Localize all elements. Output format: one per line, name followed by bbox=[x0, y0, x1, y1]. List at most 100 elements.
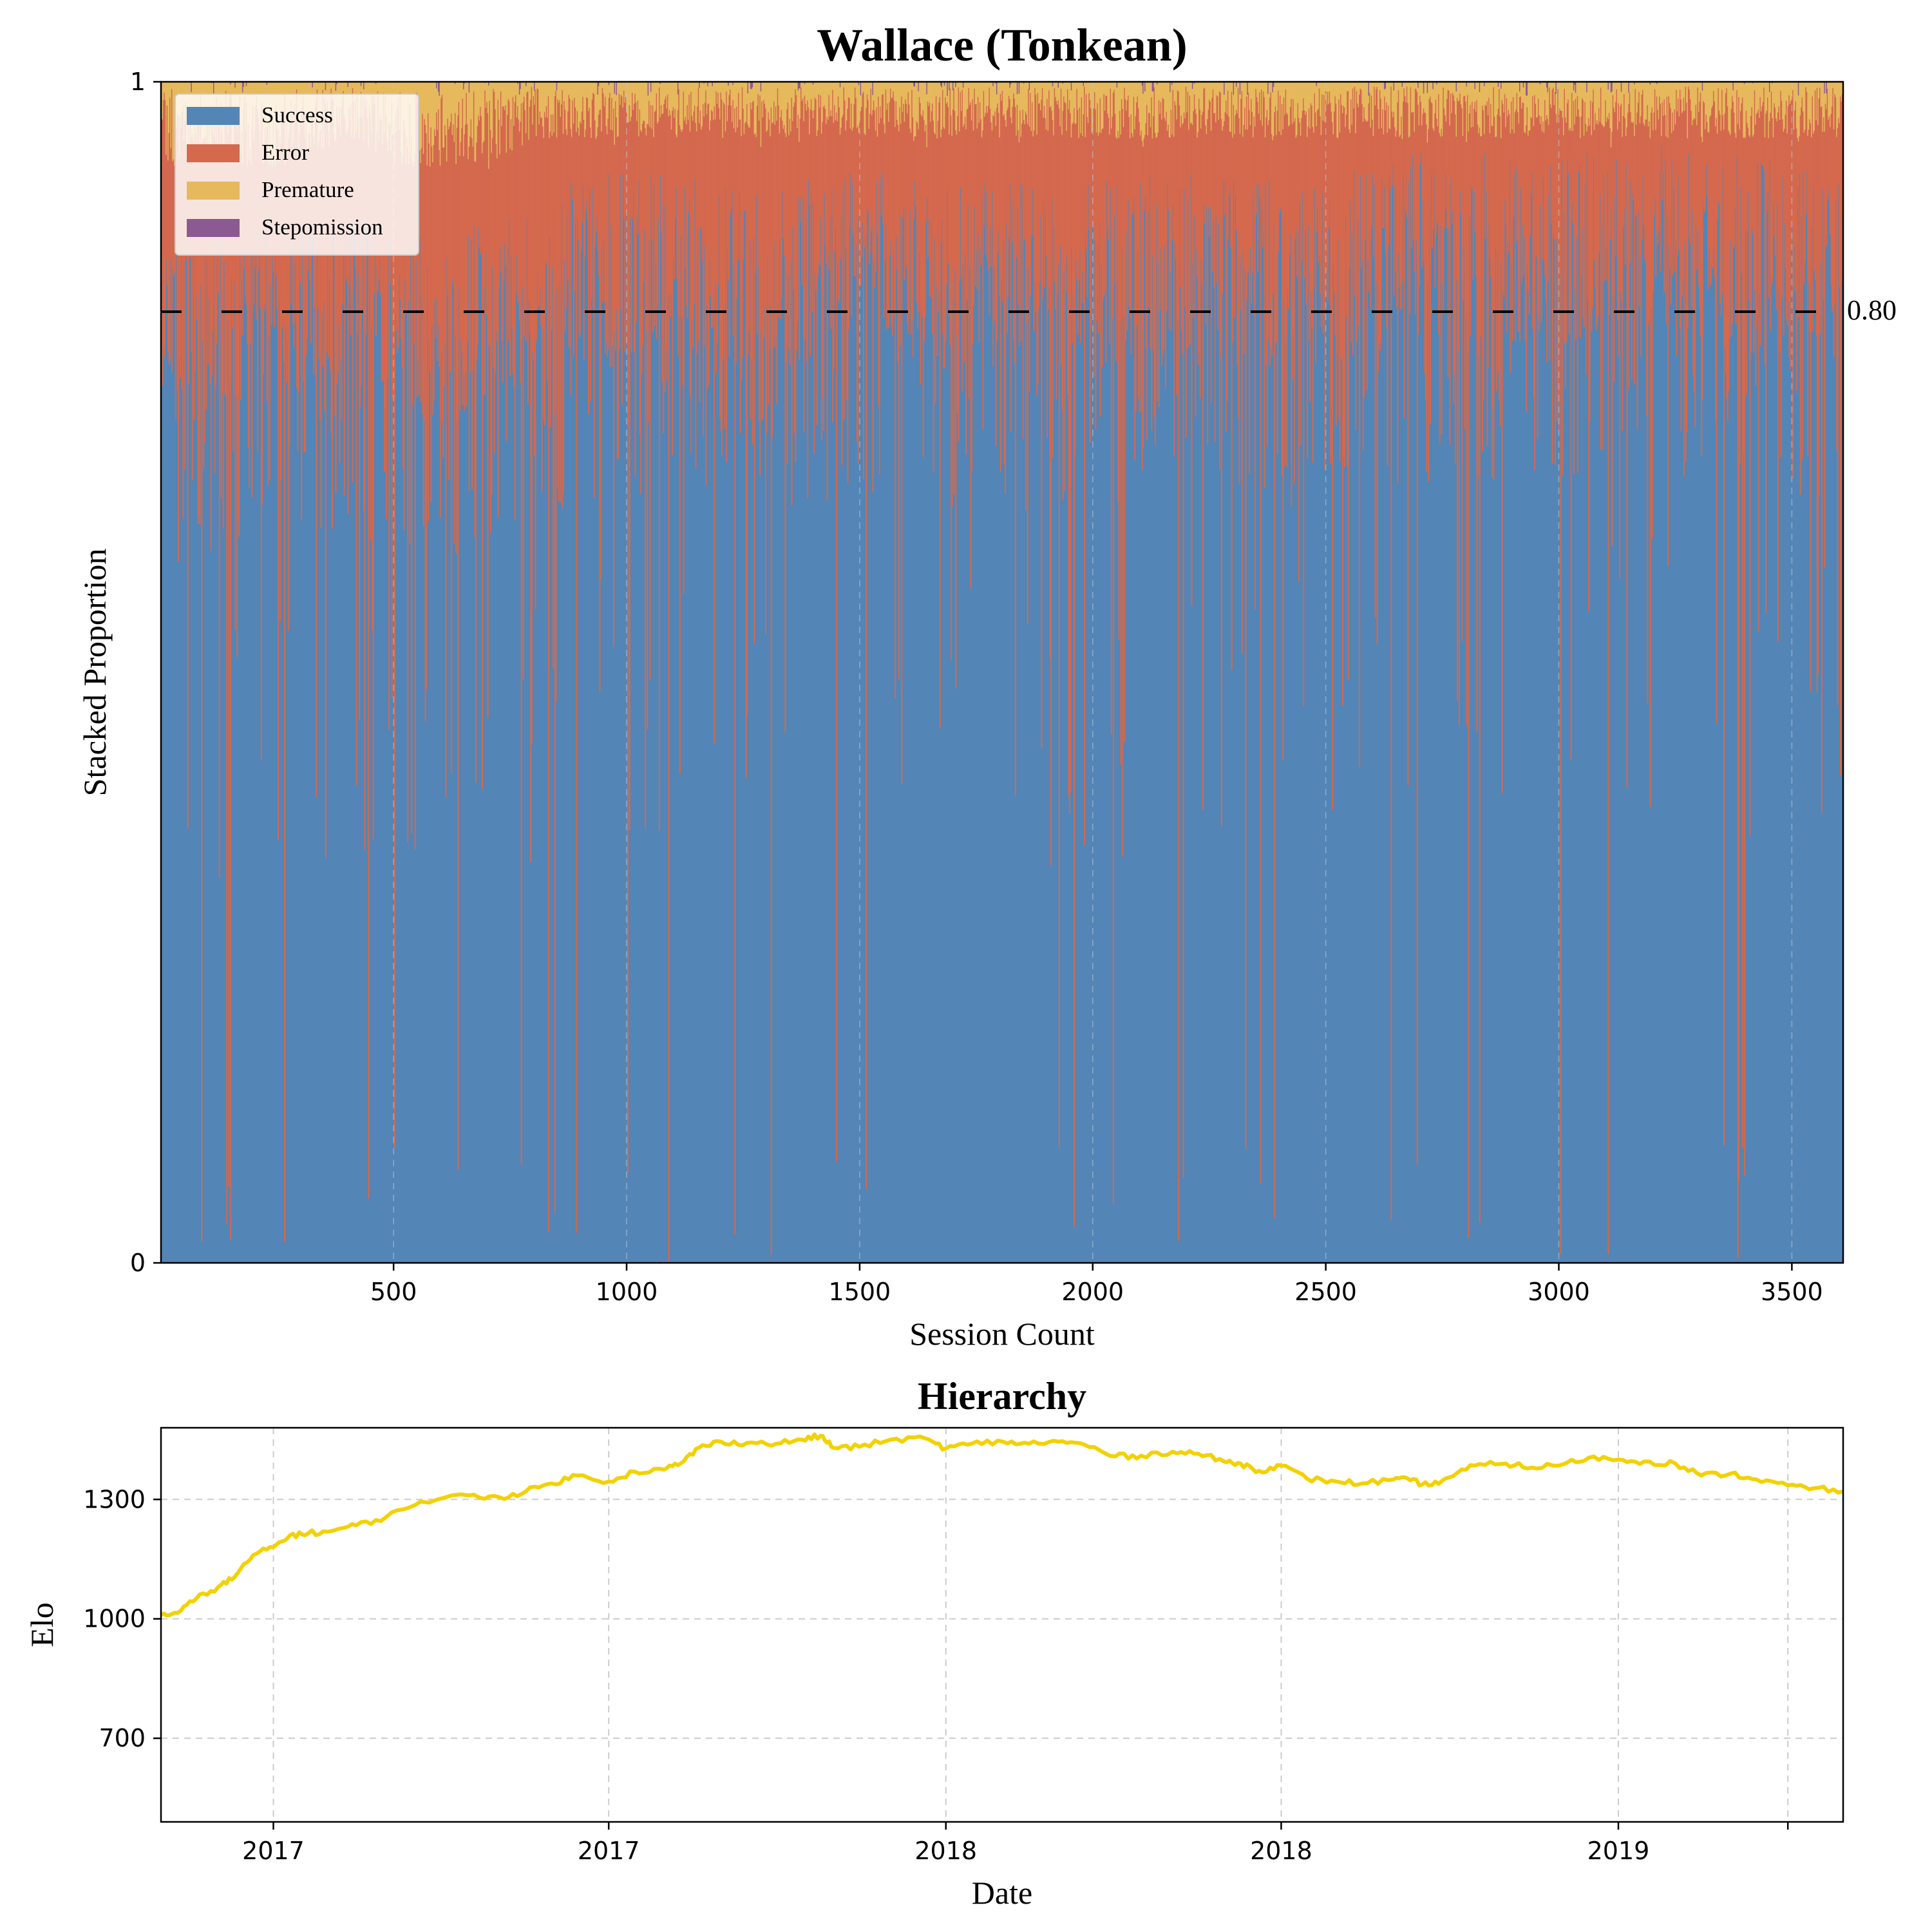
error-segment bbox=[279, 137, 281, 621]
premature-segment bbox=[693, 82, 695, 111]
error-segment bbox=[805, 104, 807, 214]
premature-segment bbox=[593, 82, 595, 94]
premature-segment bbox=[1411, 82, 1413, 113]
premature-segment bbox=[1803, 82, 1805, 133]
error-segment bbox=[947, 102, 949, 191]
premature-segment bbox=[655, 82, 657, 111]
premature-segment bbox=[1230, 82, 1232, 132]
error-segment bbox=[623, 90, 625, 219]
error-segment bbox=[538, 124, 540, 306]
premature-segment bbox=[1776, 82, 1777, 118]
error-segment bbox=[197, 115, 199, 525]
premature-segment bbox=[1387, 82, 1389, 106]
error-segment bbox=[1179, 105, 1180, 189]
error-segment bbox=[1434, 113, 1436, 288]
error-segment bbox=[1418, 125, 1420, 286]
stepomission-segment bbox=[1497, 82, 1499, 87]
error-segment bbox=[1616, 129, 1619, 321]
error-segment bbox=[1205, 125, 1207, 325]
stepomission-segment bbox=[1555, 82, 1557, 94]
premature-segment bbox=[1645, 82, 1647, 120]
error-segment bbox=[874, 110, 876, 288]
error-segment bbox=[1454, 100, 1455, 374]
premature-segment bbox=[1419, 82, 1421, 96]
premature-segment bbox=[1482, 82, 1484, 111]
error-segment bbox=[750, 102, 752, 420]
premature-segment bbox=[1360, 82, 1362, 90]
error-segment bbox=[1171, 134, 1173, 240]
premature-segment bbox=[1776, 82, 1778, 122]
error-segment bbox=[635, 102, 637, 322]
premature-segment bbox=[1030, 82, 1032, 131]
premature-segment bbox=[1390, 82, 1392, 87]
error-segment bbox=[451, 113, 453, 773]
error-segment bbox=[1458, 100, 1460, 726]
premature-segment bbox=[1011, 82, 1013, 124]
error-segment bbox=[1318, 88, 1320, 256]
error-segment bbox=[1838, 118, 1840, 185]
premature-segment bbox=[1162, 82, 1164, 98]
error-segment bbox=[861, 107, 863, 257]
error-segment bbox=[589, 127, 591, 401]
premature-segment bbox=[750, 88, 752, 103]
premature-segment bbox=[1801, 82, 1803, 98]
premature-segment bbox=[614, 82, 616, 102]
error-segment bbox=[277, 129, 279, 840]
premature-segment bbox=[1520, 82, 1522, 109]
premature-segment bbox=[962, 88, 964, 128]
error-segment bbox=[570, 129, 572, 395]
premature-segment bbox=[1519, 91, 1521, 97]
error-segment bbox=[1328, 104, 1330, 228]
error-segment bbox=[913, 140, 915, 220]
error-segment bbox=[1412, 111, 1415, 240]
error-segment bbox=[945, 104, 947, 285]
premature-segment bbox=[1381, 82, 1383, 128]
premature-segment bbox=[551, 82, 553, 136]
premature-segment bbox=[231, 82, 232, 93]
error-segment bbox=[1210, 130, 1212, 403]
error-segment bbox=[319, 131, 321, 421]
error-segment bbox=[1193, 94, 1195, 216]
premature-segment bbox=[1639, 82, 1641, 124]
premature-segment bbox=[397, 82, 399, 98]
premature-segment bbox=[667, 82, 669, 95]
premature-segment bbox=[303, 82, 305, 97]
premature-segment bbox=[978, 82, 980, 123]
error-segment bbox=[728, 105, 730, 279]
error-segment bbox=[542, 126, 544, 329]
premature-segment bbox=[910, 82, 912, 133]
error-segment bbox=[1368, 103, 1370, 292]
premature-segment bbox=[1391, 82, 1393, 112]
premature-segment bbox=[1678, 82, 1680, 99]
premature-segment bbox=[1227, 82, 1229, 91]
premature-segment bbox=[1081, 82, 1083, 98]
error-segment bbox=[1459, 93, 1461, 191]
error-segment bbox=[456, 128, 458, 422]
error-segment bbox=[920, 115, 922, 310]
error-segment bbox=[372, 102, 374, 840]
error-segment bbox=[1269, 97, 1271, 366]
premature-segment bbox=[636, 82, 638, 122]
error-segment bbox=[1168, 137, 1170, 330]
premature-segment bbox=[1078, 82, 1080, 138]
error-segment bbox=[715, 91, 717, 373]
error-segment bbox=[1833, 129, 1835, 357]
error-segment bbox=[568, 95, 570, 348]
error-segment bbox=[791, 97, 793, 506]
error-segment bbox=[1131, 133, 1133, 213]
premature-segment bbox=[1784, 82, 1786, 129]
error-segment bbox=[1147, 135, 1149, 212]
premature-segment bbox=[296, 82, 298, 90]
premature-segment bbox=[1034, 82, 1036, 88]
error-segment bbox=[1410, 87, 1412, 167]
premature-segment bbox=[1622, 82, 1624, 117]
premature-segment bbox=[719, 82, 721, 120]
premature-segment bbox=[1590, 82, 1592, 101]
error-segment bbox=[1668, 96, 1670, 245]
premature-segment bbox=[1815, 82, 1817, 120]
premature-segment bbox=[1797, 82, 1799, 138]
error-segment bbox=[1215, 122, 1217, 215]
premature-segment bbox=[1791, 82, 1793, 97]
premature-segment bbox=[162, 82, 164, 120]
error-segment bbox=[424, 125, 426, 722]
